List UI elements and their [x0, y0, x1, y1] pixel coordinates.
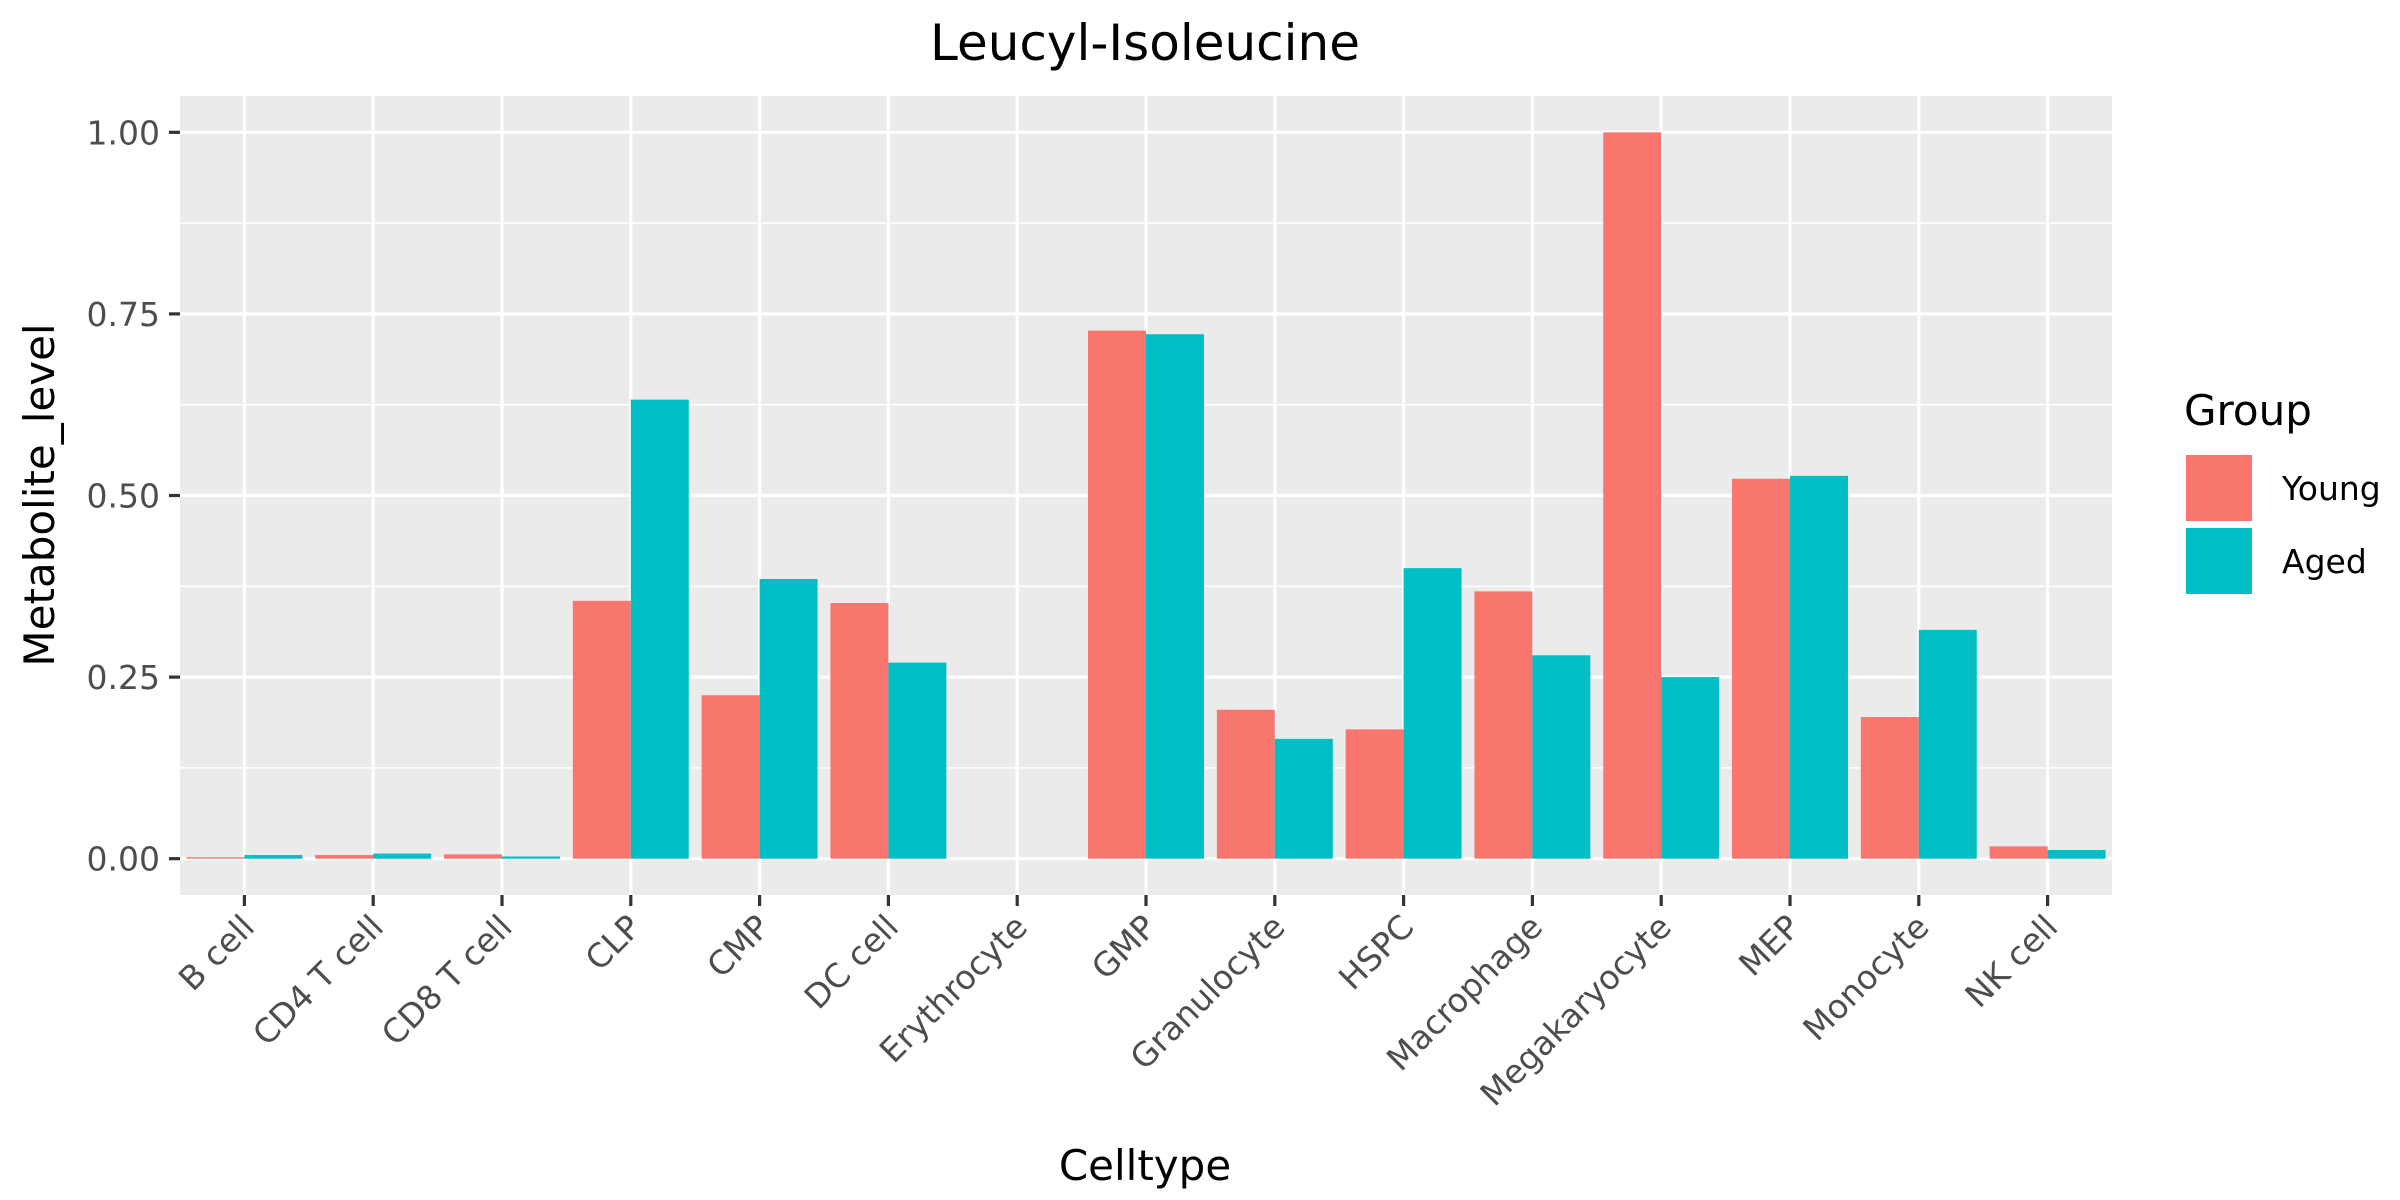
- bar-aged-cd4-t-cell: [373, 853, 432, 859]
- bar-young-cmp: [701, 695, 760, 859]
- bar-young-clp: [572, 600, 631, 859]
- x-axis-title: Celltype: [1059, 1141, 1231, 1190]
- bar-aged-hspc: [1403, 568, 1462, 859]
- bar-young-granulocyte: [1216, 709, 1275, 859]
- legend-title: Group: [2184, 386, 2312, 435]
- bar-young-macrophage: [1474, 591, 1533, 859]
- legend: Group Young Aged: [2184, 386, 2381, 594]
- legend-label-aged: Aged: [2282, 542, 2367, 581]
- y-tick-label: 1.00: [87, 113, 160, 152]
- x-tick-label: DC cell: [797, 907, 906, 1016]
- x-tick-label: B cell: [171, 907, 262, 998]
- bar-young-cd8-t-cell: [444, 854, 502, 859]
- bar-aged-nk-cell: [2047, 849, 2106, 859]
- bar-young-mep: [1732, 478, 1790, 859]
- chart-title: Leucyl-Isoleucine: [930, 14, 1360, 72]
- bar-young-b-cell: [186, 857, 245, 859]
- bar-young-dc-cell: [830, 603, 889, 859]
- x-tick-label: CD4 T cell: [245, 907, 391, 1053]
- y-axis: 0.00 0.25 0.50 0.75 1.00: [87, 113, 180, 879]
- bar-aged-megakaryocyte: [1661, 677, 1720, 859]
- bar-young-hspc: [1345, 729, 1404, 859]
- legend-key-aged: [2186, 528, 2252, 594]
- bar-aged-gmp: [1146, 334, 1204, 859]
- x-tick-label: CLP: [578, 907, 649, 978]
- y-tick-label: 0.00: [87, 840, 160, 879]
- x-tick-label: HSPC: [1331, 907, 1421, 997]
- bar-aged-cd8-t-cell: [502, 856, 560, 859]
- y-tick-label: 0.25: [87, 658, 160, 697]
- x-tick-label: CMP: [699, 907, 777, 985]
- bar-young-monocyte: [1860, 717, 1919, 859]
- y-axis-title: Metabolite_level: [15, 323, 64, 666]
- bar-young-gmp: [1088, 330, 1146, 859]
- y-tick-label: 0.75: [87, 295, 160, 334]
- bars: [186, 132, 2106, 859]
- bar-aged-clp: [630, 399, 689, 859]
- bar-aged-macrophage: [1532, 655, 1591, 859]
- bar-young-nk-cell: [1989, 846, 2048, 859]
- bar-aged-cmp: [759, 579, 818, 859]
- bar-aged-mep: [1790, 475, 1848, 859]
- bar-aged-b-cell: [244, 855, 303, 859]
- x-tick-label: CD8 T cell: [374, 907, 520, 1053]
- x-tick-label: MEP: [1731, 907, 1808, 984]
- x-tick-label: NK cell: [1957, 907, 2065, 1015]
- x-tick-label: Monocyte: [1795, 907, 1936, 1048]
- bar-young-megakaryocyte: [1603, 132, 1662, 859]
- bar-aged-dc-cell: [888, 662, 947, 859]
- bar-aged-granulocyte: [1274, 738, 1333, 859]
- legend-label-young: Young: [2281, 469, 2381, 508]
- y-tick-label: 0.50: [87, 477, 160, 516]
- x-tick-label: GMP: [1084, 907, 1164, 987]
- legend-key-young: [2186, 455, 2252, 521]
- bar-young-cd4-t-cell: [315, 855, 374, 859]
- bar-aged-monocyte: [1918, 629, 1977, 859]
